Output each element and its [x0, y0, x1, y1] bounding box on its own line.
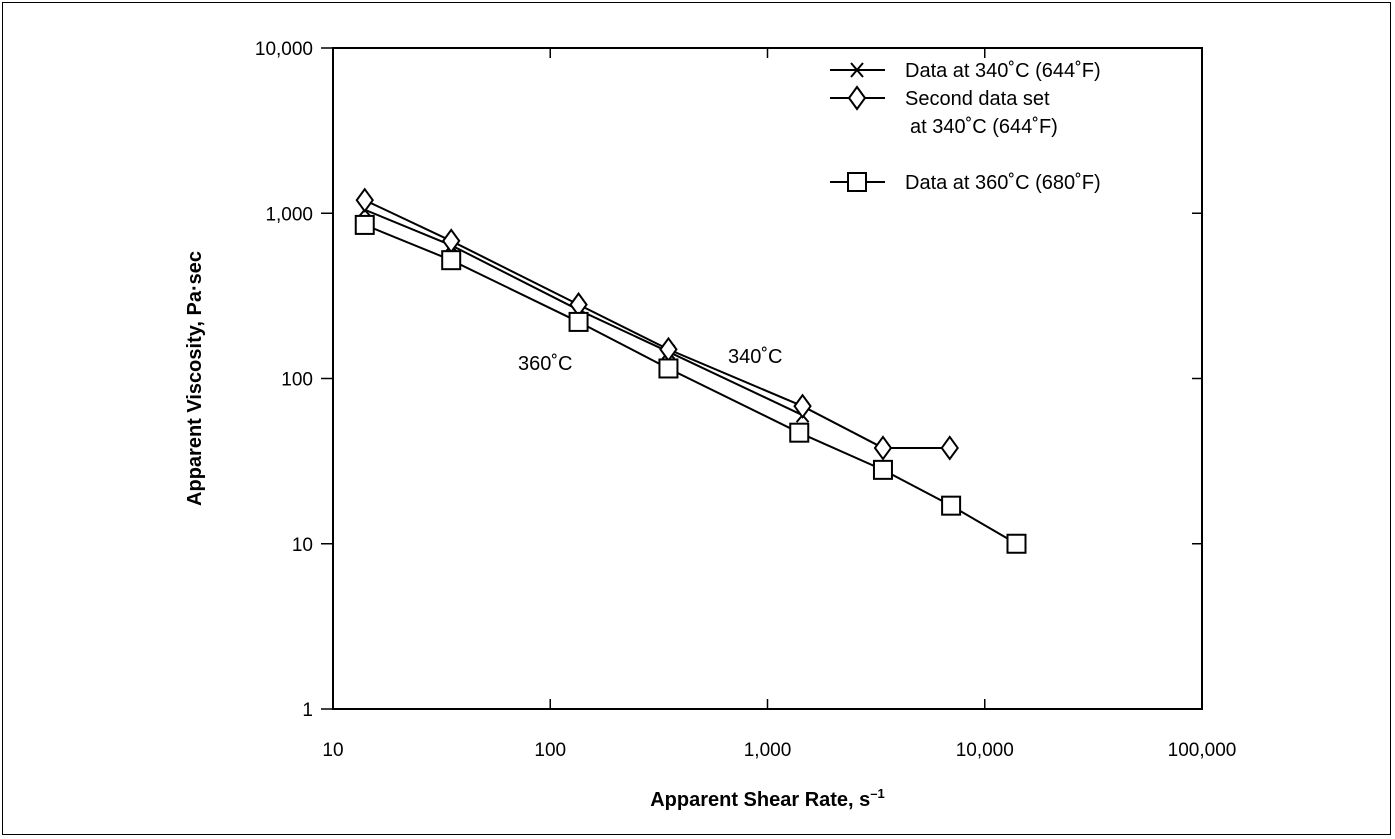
y-tick-label: 10,000: [255, 39, 313, 60]
data-point-square: [941, 495, 962, 516]
x-tick-label: 100,000: [1168, 740, 1237, 761]
series-layer: [354, 187, 1027, 554]
data-point-square: [568, 311, 589, 332]
data-point-square: [441, 250, 462, 271]
y-axis-title: Apparent Viscosity, Pa·sec: [184, 251, 206, 506]
y-tick-label: 100: [281, 370, 313, 391]
data-point-diamond: [355, 187, 374, 213]
data-point-diamond: [873, 435, 893, 461]
data-point-square: [789, 422, 810, 443]
legend-label: at 340˚C (644˚F): [910, 116, 1058, 138]
plot-area-border: [332, 47, 1203, 710]
x-axis-title: Apparent Shear Rate, s–1: [650, 786, 885, 811]
legend-label: Data at 340˚C (644˚F): [905, 60, 1101, 82]
legend-item-1: Data at 340˚C (644˚F): [830, 60, 1101, 82]
data-point-diamond: [793, 393, 812, 419]
legend-marker-x: [850, 62, 864, 78]
x-tick-label: 1,000: [744, 740, 792, 761]
series-2: [355, 187, 959, 461]
x-tick-label: 10,000: [956, 740, 1014, 761]
axes-group: 10 100 1,000 10,000 100,000 1 10 100 1,000 10,000: [255, 39, 1236, 761]
x-tick-label: 100: [534, 740, 566, 761]
legend: Data at 340˚C (644˚F) Second data set at 3…: [830, 60, 1101, 194]
x-tick-label: 10: [322, 740, 343, 761]
legend-label: Second data set: [905, 88, 1050, 110]
legend-marker-square: [847, 172, 867, 192]
legend-item-2: Second data set at 340˚C (644˚F): [830, 85, 1058, 138]
legend-item-3: Data at 360˚C (680˚F): [830, 172, 1101, 194]
x-axis-title-superscript: –1: [870, 786, 884, 801]
legend-marker-diamond: [847, 85, 867, 111]
annotation-label: 360˚C: [518, 353, 572, 375]
y-tick-label: 10: [292, 535, 313, 556]
data-point-square: [1006, 533, 1027, 554]
data-point-square: [872, 459, 893, 480]
annotations-group: 360˚C 340˚C: [518, 346, 782, 375]
x-marker-stroke: [850, 62, 864, 78]
annotation-label: 340˚C: [728, 346, 782, 368]
series-line: [364, 223, 1017, 545]
y-tick-label: 1,000: [265, 204, 313, 225]
data-point-square: [658, 358, 679, 379]
y-tick-label: 1: [302, 700, 313, 721]
data-point-diamond: [940, 435, 959, 461]
legend-label: Data at 360˚C (680˚F): [905, 172, 1101, 194]
data-point-square: [354, 214, 375, 235]
series-3: [354, 214, 1027, 554]
